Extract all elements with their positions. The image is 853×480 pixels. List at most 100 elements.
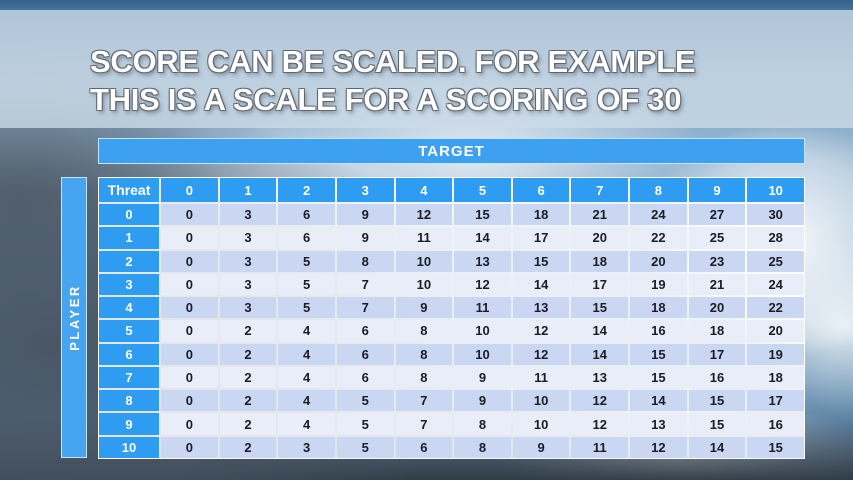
score-cell-r4-c10: 22 xyxy=(747,297,804,319)
score-cell-r3-c3: 7 xyxy=(336,273,394,296)
score-cell-r4-c9: 20 xyxy=(688,297,746,319)
score-cell-r9-c5: 8 xyxy=(454,413,511,435)
score-cell-r2-c10: 25 xyxy=(747,250,804,272)
row-header-3: 3 xyxy=(99,273,159,296)
score-cell-r0-c2: 6 xyxy=(278,204,335,226)
row-header-4: 4 xyxy=(99,297,159,319)
col-header-9: 9 xyxy=(688,178,746,202)
row-header-6: 6 xyxy=(99,343,159,365)
score-cell-r2-c4: 10 xyxy=(395,250,453,272)
score-cell-r1-c8: 22 xyxy=(630,227,687,249)
score-cell-r8-c6: 10 xyxy=(512,390,570,412)
col-header-10: 10 xyxy=(747,178,804,202)
score-cell-r10-c7: 11 xyxy=(571,436,629,458)
score-cell-r9-c10: 16 xyxy=(747,413,804,435)
score-cell-r9-c3: 5 xyxy=(336,413,394,435)
score-cell-r8-c7: 12 xyxy=(571,390,629,412)
score-cell-r5-c10: 20 xyxy=(747,320,804,342)
score-cell-r4-c2: 5 xyxy=(278,297,335,319)
score-cell-r0-c1: 3 xyxy=(219,204,277,226)
score-cell-r4-c5: 11 xyxy=(454,297,511,319)
score-cell-r6-c3: 6 xyxy=(336,343,394,365)
score-cell-r4-c6: 13 xyxy=(512,297,570,319)
score-cell-r5-c4: 8 xyxy=(395,320,453,342)
score-cell-r1-c9: 25 xyxy=(688,227,746,249)
score-cell-r1-c10: 28 xyxy=(747,227,804,249)
score-cell-r5-c9: 18 xyxy=(688,320,746,342)
score-cell-r0-c7: 21 xyxy=(571,204,629,226)
score-cell-r4-c7: 15 xyxy=(571,297,629,319)
score-cell-r5-c1: 2 xyxy=(219,320,277,342)
score-cell-r5-c2: 4 xyxy=(278,320,335,342)
score-cell-r6-c4: 8 xyxy=(395,343,453,365)
score-cell-r4-c4: 9 xyxy=(395,297,453,319)
score-cell-r3-c5: 12 xyxy=(454,273,511,296)
score-cell-r5-c7: 14 xyxy=(571,320,629,342)
score-cell-r7-c2: 4 xyxy=(278,366,335,389)
player-axis-label: PLAYER xyxy=(61,177,87,458)
row-header-8: 8 xyxy=(99,390,159,412)
score-cell-r2-c5: 13 xyxy=(454,250,511,272)
score-cell-r5-c3: 6 xyxy=(336,320,394,342)
score-cell-r8-c1: 2 xyxy=(219,390,277,412)
row-header-9: 9 xyxy=(99,413,159,435)
row-header-10: 10 xyxy=(99,436,159,458)
col-header-0: 0 xyxy=(161,178,218,202)
slide-title-line-2: THIS IS A SCALE FOR A SCORING OF 30 xyxy=(90,82,682,117)
score-cell-r1-c7: 20 xyxy=(571,227,629,249)
score-cell-r8-c0: 0 xyxy=(161,390,218,412)
score-cell-r10-c2: 3 xyxy=(278,436,335,458)
score-cell-r2-c6: 15 xyxy=(512,250,570,272)
score-cell-r5-c0: 0 xyxy=(161,320,218,342)
score-cell-r5-c8: 16 xyxy=(630,320,687,342)
score-cell-r7-c0: 0 xyxy=(161,366,218,389)
score-cell-r2-c8: 20 xyxy=(630,250,687,272)
col-header-6: 6 xyxy=(512,178,570,202)
score-cell-r10-c1: 2 xyxy=(219,436,277,458)
score-cell-r0-c0: 0 xyxy=(161,204,218,226)
score-cell-r6-c5: 10 xyxy=(454,343,511,365)
score-cell-r8-c5: 9 xyxy=(454,390,511,412)
target-axis-label-text: TARGET xyxy=(418,142,485,160)
score-cell-r2-c0: 0 xyxy=(161,250,218,272)
score-cell-r2-c9: 23 xyxy=(688,250,746,272)
row-header-0: 0 xyxy=(99,204,159,226)
score-cell-r9-c2: 4 xyxy=(278,413,335,435)
score-cell-r0-c10: 30 xyxy=(747,204,804,226)
score-cell-r0-c8: 24 xyxy=(630,204,687,226)
score-cell-r2-c1: 3 xyxy=(219,250,277,272)
score-cell-r3-c4: 10 xyxy=(395,273,453,296)
score-cell-r3-c2: 5 xyxy=(278,273,335,296)
score-cell-r0-c9: 27 xyxy=(688,204,746,226)
score-cell-r7-c5: 9 xyxy=(454,366,511,389)
score-cell-r9-c8: 13 xyxy=(630,413,687,435)
score-cell-r6-c1: 2 xyxy=(219,343,277,365)
score-cell-r1-c1: 3 xyxy=(219,227,277,249)
score-cell-r1-c2: 6 xyxy=(278,227,335,249)
score-cell-r3-c9: 21 xyxy=(688,273,746,296)
score-cell-r10-c3: 5 xyxy=(336,436,394,458)
score-cell-r4-c8: 18 xyxy=(630,297,687,319)
score-cell-r1-c5: 14 xyxy=(454,227,511,249)
score-cell-r7-c10: 18 xyxy=(747,366,804,389)
row-header-2: 2 xyxy=(99,250,159,272)
col-header-8: 8 xyxy=(630,178,687,202)
score-cell-r7-c6: 11 xyxy=(512,366,570,389)
col-header-5: 5 xyxy=(454,178,511,202)
col-header-4: 4 xyxy=(395,178,453,202)
score-cell-r10-c10: 15 xyxy=(747,436,804,458)
score-cell-r0-c4: 12 xyxy=(395,204,453,226)
score-cell-r8-c2: 4 xyxy=(278,390,335,412)
score-cell-r7-c4: 8 xyxy=(395,366,453,389)
score-cell-r4-c3: 7 xyxy=(336,297,394,319)
score-cell-r0-c6: 18 xyxy=(512,204,570,226)
score-cell-r9-c7: 12 xyxy=(571,413,629,435)
score-cell-r9-c0: 0 xyxy=(161,413,218,435)
score-cell-r1-c6: 17 xyxy=(512,227,570,249)
slide-title: SCORE CAN BE SCALED. FOR EXAMPLE THIS IS… xyxy=(90,43,830,119)
score-cell-r5-c6: 12 xyxy=(512,320,570,342)
score-cell-r2-c2: 5 xyxy=(278,250,335,272)
title-band: SCORE CAN BE SCALED. FOR EXAMPLE THIS IS… xyxy=(0,10,853,128)
score-cell-r1-c4: 11 xyxy=(395,227,453,249)
score-cell-r9-c4: 7 xyxy=(395,413,453,435)
